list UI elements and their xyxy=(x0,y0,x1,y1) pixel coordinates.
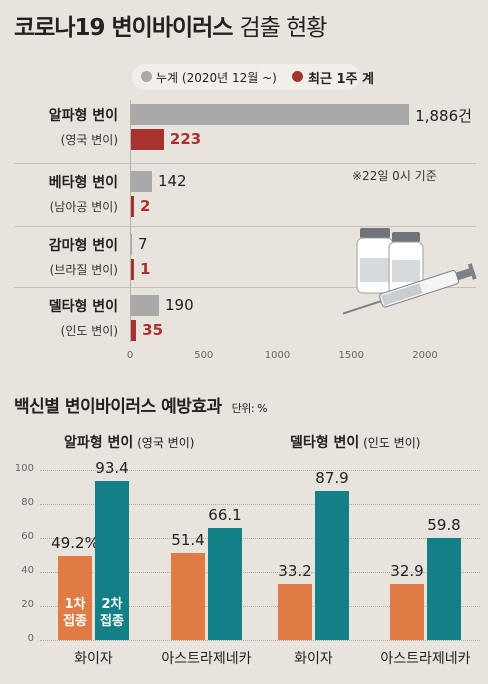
bar-value-label: 66.1 xyxy=(208,505,242,524)
bar xyxy=(131,129,164,150)
bar-value-label: 35 xyxy=(142,321,164,339)
category-label: 알파형 변이 xyxy=(48,108,118,124)
row-separator xyxy=(14,287,476,288)
bar-value-label: 2 xyxy=(140,197,151,215)
x-tick-label: 500 xyxy=(194,350,214,361)
group-sub: (인도 변이) xyxy=(359,436,421,450)
section-title: 백신별 변이바이러스 예방효과 단위: % xyxy=(14,392,268,417)
series-label-part: 접종 xyxy=(63,614,87,629)
page-title: 코로나19 변이바이러스 검출 현황 xyxy=(14,8,327,42)
bar xyxy=(171,552,205,640)
title-bold: 코로나19 변이바이러스 xyxy=(14,15,233,41)
bar-value-label: 87.9 xyxy=(315,468,349,487)
note: ※22일 0시 기준 xyxy=(352,169,437,183)
series-label-part: 2차 xyxy=(101,597,123,612)
legend: 누계 (2020년 12월 ~) 최근 1주 계 xyxy=(132,64,374,90)
vaccine-label: 아스트라제네카 xyxy=(380,651,471,667)
y-tick-label: 20 xyxy=(21,599,34,610)
category-label: 델타형 변이 xyxy=(48,299,118,315)
legend-label-weekly: 최근 1주 계 xyxy=(308,72,374,87)
gridline xyxy=(40,470,480,472)
bar xyxy=(58,556,92,640)
gridline xyxy=(40,640,480,642)
row-separator xyxy=(14,226,476,227)
legend-dot-cumulative xyxy=(141,71,152,82)
bar-value-label: 51.4 xyxy=(171,530,205,549)
section-title-text: 백신별 변이바이러스 예방효과 xyxy=(14,397,222,417)
category-sublabel: (인도 변이) xyxy=(60,324,118,338)
bar xyxy=(131,234,133,255)
gridline xyxy=(40,606,480,608)
unit-label: 단위: % xyxy=(231,402,268,415)
group-title: 알파형 변이 (영국 변이) xyxy=(64,432,194,452)
bar xyxy=(208,527,242,640)
group-sub: (영국 변이) xyxy=(133,436,195,450)
y-tick-label: 0 xyxy=(27,633,34,644)
category-sublabel: (남아공 변이) xyxy=(49,200,118,214)
bar xyxy=(427,538,461,640)
bar-value-label: 190 xyxy=(165,296,194,314)
bar-value-label: 59.8 xyxy=(427,516,461,535)
x-tick-label: 1500 xyxy=(338,350,364,361)
bar xyxy=(131,259,134,280)
legend-dot-weekly xyxy=(292,71,303,82)
x-tick-label: 2000 xyxy=(412,350,438,361)
vaccine-label: 화이자 xyxy=(294,651,333,667)
vaccine-label: 아스트라제네카 xyxy=(161,651,252,667)
row-separator xyxy=(14,163,476,164)
bar-value-label: 1,886건 xyxy=(415,107,472,125)
gridline xyxy=(40,538,480,540)
bar-value-label: 142 xyxy=(157,172,187,190)
bar-value-label: 33.2 xyxy=(278,561,312,580)
category-label: 감마형 변이 xyxy=(48,238,118,254)
x-tick-label: 1000 xyxy=(264,350,291,361)
category-sublabel: (브라질 변이) xyxy=(49,263,118,277)
bar xyxy=(278,583,312,640)
group-name: 알파형 변이 xyxy=(64,435,134,451)
bar-value-label: 223 xyxy=(169,130,202,148)
category-label: 베타형 변이 xyxy=(48,175,118,191)
bar xyxy=(131,196,134,217)
y-tick-label: 100 xyxy=(14,463,34,474)
bar-value-label: 7 xyxy=(138,235,148,253)
bar xyxy=(131,171,152,192)
bar xyxy=(390,584,424,640)
vaccine-label: 화이자 xyxy=(74,651,113,667)
gridline xyxy=(40,572,480,574)
bar-value-label: 49.2% xyxy=(51,534,99,553)
bar xyxy=(315,490,349,640)
y-tick-label: 60 xyxy=(21,531,34,542)
y-tick-label: 40 xyxy=(21,565,34,576)
bar xyxy=(131,104,410,125)
gridline xyxy=(40,504,480,506)
bar-value-label: 32.9 xyxy=(390,562,424,581)
bar xyxy=(131,320,137,341)
legend-label-cumulative: 누계 (2020년 12월 ~) xyxy=(156,71,277,85)
bar xyxy=(131,295,160,316)
x-tick-label: 0 xyxy=(126,350,134,361)
vaccine-illustration-icon xyxy=(342,228,477,315)
series-label-part: 접종 xyxy=(100,614,124,629)
bar-value-label: 1 xyxy=(140,260,151,278)
group-name: 델타형 변이 xyxy=(290,435,360,451)
y-tick-label: 80 xyxy=(21,497,34,508)
bar-value-label: 93.4 xyxy=(95,459,129,478)
bar xyxy=(95,481,129,640)
group-title: 델타형 변이 (인도 변이) xyxy=(290,432,420,452)
category-sublabel: (영국 변이) xyxy=(60,133,118,147)
title-light: 검출 현황 xyxy=(239,15,327,41)
series-label-part: 1차 xyxy=(64,597,86,612)
x-axis-baseline xyxy=(130,100,131,342)
